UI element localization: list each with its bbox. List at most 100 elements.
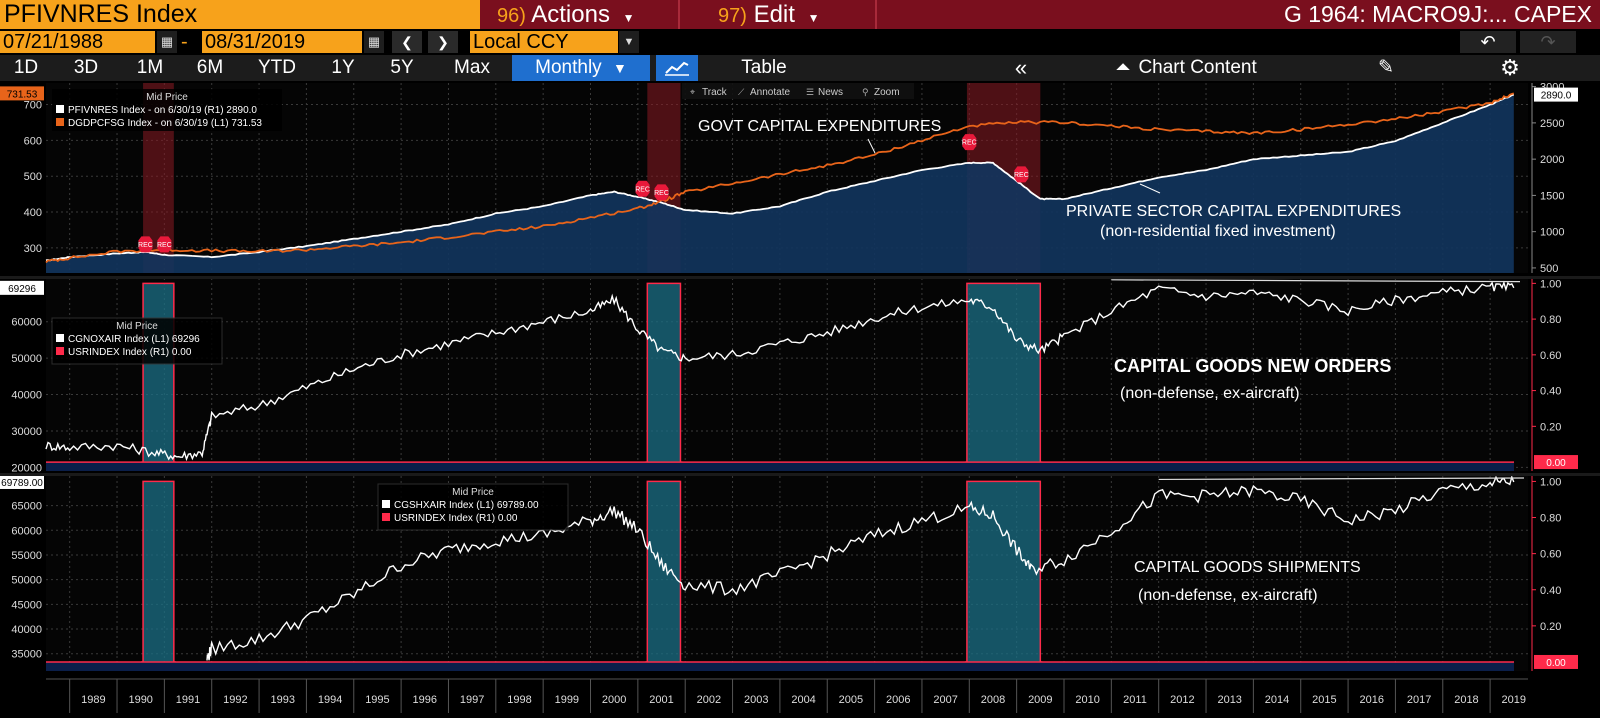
start-date-input[interactable]: 07/21/1988 (0, 31, 155, 53)
left-last-value: 731.53 (7, 89, 38, 100)
x-tick-label: 1994 (318, 694, 342, 706)
chart-svg[interactable]: REC REC REC REC REC REC 300 400 500 600 700 500 1000… (0, 81, 1600, 713)
calendar-icon[interactable]: ▦ (364, 31, 384, 53)
left-tick-label: 55000 (11, 550, 42, 562)
annotation-private-capex-sub: (non-residential fixed investment) (1100, 223, 1336, 240)
x-tick-label: 2007 (933, 694, 957, 706)
redo-button[interactable]: ↷ (1520, 31, 1576, 53)
legend-entry: DGDPCFSG Index - on 6/30/19 (L1) 731.53 (68, 118, 262, 129)
period-tab[interactable]: 1D (13, 57, 39, 78)
rec-marker (1014, 166, 1029, 183)
period-toolbar (0, 55, 1600, 81)
x-tick-label: 2018 (1454, 694, 1478, 706)
period-tab[interactable]: YTD (258, 57, 296, 78)
left-tick-label: 30000 (11, 426, 42, 438)
prev-period-button[interactable]: ❮ (392, 31, 422, 53)
chart-area[interactable]: REC REC REC REC REC REC 300 400 500 600 700 500 1000… (0, 81, 1600, 713)
x-tick-label: 1997 (460, 694, 484, 706)
menu-divider (875, 0, 877, 29)
series-line-govt-capex (45, 92, 1515, 264)
chart-content-button[interactable]: ⏶ Chart Content (1046, 55, 1326, 81)
right-last-value: 2890.0 (1541, 91, 1572, 102)
reference-line (1111, 279, 1521, 283)
legend-box (52, 89, 282, 131)
period-tab[interactable]: 1M (136, 57, 164, 78)
legend-swatch (56, 118, 64, 126)
line-chart-button[interactable] (656, 55, 698, 81)
x-tick-label: 2011 (1123, 694, 1147, 706)
panel-divider (0, 473, 1600, 476)
overlay-tool-zoom[interactable]: Zoom (874, 87, 900, 98)
x-tick-label: 2017 (1407, 694, 1431, 706)
period-tab[interactable]: 1Y (331, 57, 355, 78)
period-tab[interactable]: Max (454, 57, 490, 78)
actions-number: 96) (497, 5, 526, 27)
rec-marker (138, 236, 153, 253)
frequency-select[interactable]: Monthly ▼ (512, 55, 650, 81)
overlay-tool-annotate[interactable]: Annotate (750, 87, 790, 98)
right-last-value-tag (1534, 455, 1578, 470)
overlay-toolbar (682, 83, 914, 99)
x-tick-label: 2005 (839, 694, 863, 706)
annotation-new-orders-sub: (non-defense, ex-aircraft) (1120, 385, 1300, 402)
actions-menu[interactable]: 96) Actions ▼ (497, 0, 677, 29)
legend-entry: CGNOXAIR Index (L1) 69296 (68, 334, 200, 345)
x-tick-label: 2003 (744, 694, 768, 706)
next-period-button[interactable]: ❯ (428, 31, 458, 53)
settings-button[interactable]: ⚙ (1490, 55, 1530, 81)
currency-dropdown-icon[interactable]: ▼ (619, 31, 639, 53)
left-tick-label: 400 (24, 207, 42, 219)
menu-divider (678, 0, 680, 29)
x-tick-label: 1999 (555, 694, 579, 706)
chevron-down-icon: ▼ (807, 11, 820, 25)
x-tick-label: 2002 (697, 694, 721, 706)
recession-bar (647, 283, 681, 463)
x-tick-label: 2006 (886, 694, 910, 706)
rec-marker (654, 184, 669, 201)
end-date-input[interactable]: 08/31/2019 (202, 31, 362, 53)
left-tick-label: 40000 (11, 624, 42, 636)
right-tick-label: 0.40 (1540, 585, 1561, 597)
recession-baseline-fill (46, 661, 1514, 671)
period-tab[interactable]: 6M (196, 57, 224, 78)
legend-swatch (56, 105, 64, 113)
left-tick-label: 45000 (11, 599, 42, 611)
currency-select[interactable]: Local CCY (470, 31, 618, 53)
series-area-private-capex (46, 94, 1514, 273)
undo-button[interactable]: ↶ (1460, 31, 1516, 53)
overlay-tool-track[interactable]: Track (702, 87, 728, 98)
right-tick-label: 0.60 (1540, 350, 1561, 362)
x-tick-label: 2016 (1360, 694, 1384, 706)
edit-menu[interactable]: 97) Edit ▼ (718, 0, 873, 29)
legend-box (377, 483, 569, 531)
chart-icon: ⏶ (1115, 57, 1131, 78)
news-icon: ☰ (806, 87, 814, 97)
left-tick-label: 50000 (11, 575, 42, 587)
calendar-icon[interactable]: ▦ (157, 31, 177, 53)
collapse-button[interactable]: « (1002, 55, 1040, 81)
panel-shipments: 35000 40000 45000 50000 55000 60000 65000 0.20 0… (0, 474, 1578, 671)
annotation-govt-capex: GOVT CAPITAL EXPENDITURES (698, 118, 941, 135)
overlay-tool-news[interactable]: News (818, 87, 843, 98)
legend-entry: PFIVNRES Index - on 6/30/19 (R1) 2890.0 (68, 105, 257, 116)
ticker-field[interactable]: PFIVNRES Index (0, 0, 480, 29)
left-tick-label: 40000 (11, 390, 42, 402)
recession-bar (143, 283, 174, 463)
right-tick-label: 2000 (1540, 154, 1564, 166)
x-tick-label: 1998 (507, 694, 531, 706)
x-tick-label: 1995 (365, 694, 389, 706)
table-button[interactable]: Table (741, 57, 787, 78)
edit-chart-button[interactable]: ✎ (1366, 55, 1406, 81)
period-tab[interactable]: 3D (73, 57, 99, 78)
right-tick-label: 1.00 (1540, 278, 1561, 290)
annotation-new-orders: CAPITAL GOODS NEW ORDERS (1114, 356, 1391, 376)
right-last-value: 0.00 (1546, 458, 1566, 469)
rec-marker-label: REC (138, 242, 153, 249)
date-separator: - (181, 31, 188, 53)
period-tab[interactable]: 5Y (390, 57, 414, 78)
pencil-icon: ✎ (1378, 57, 1394, 78)
recession-bar (143, 481, 174, 662)
x-tick-label: 1990 (128, 694, 152, 706)
actions-label: Actions (531, 1, 610, 28)
right-tick-label: 0.40 (1540, 386, 1561, 398)
